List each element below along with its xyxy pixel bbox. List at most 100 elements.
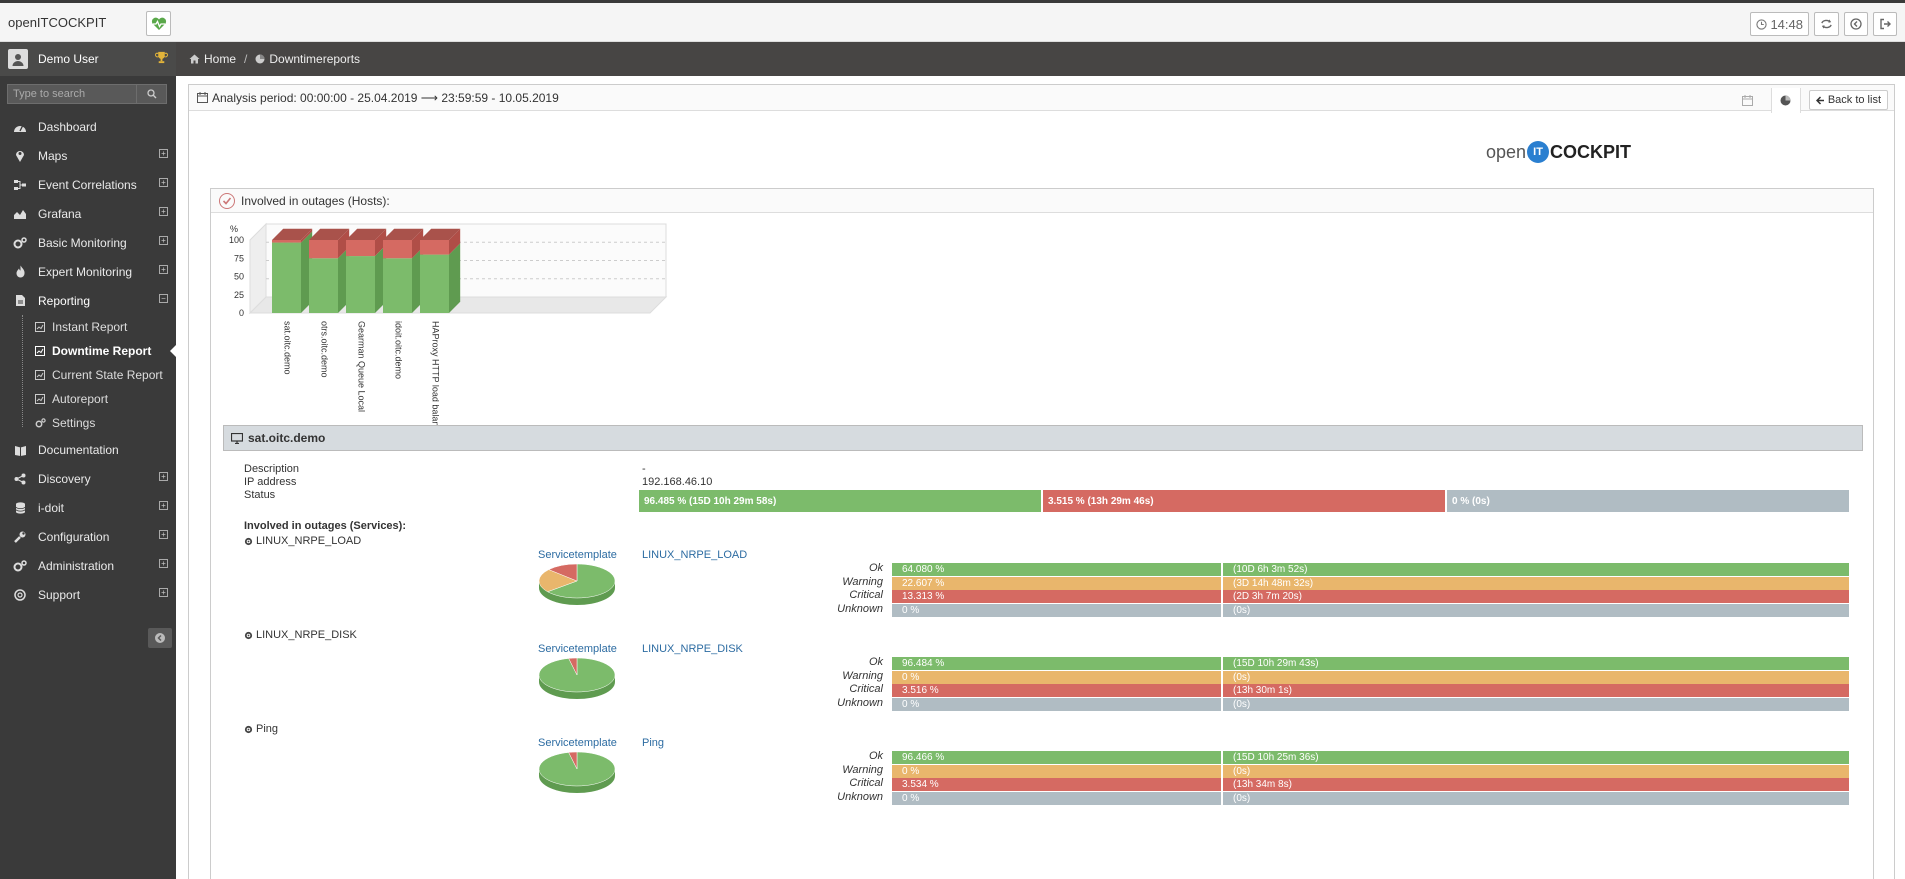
state-percent-bar-warning: 0 %: [892, 670, 1221, 684]
breadcrumb-home[interactable]: Home: [189, 52, 236, 66]
expand-icon[interactable]: +: [159, 265, 168, 274]
chart-x-tick: Gearman Queue Local: [357, 321, 367, 412]
database-icon: [15, 501, 25, 514]
system-health-button[interactable]: [146, 11, 171, 36]
expand-icon[interactable]: +: [159, 207, 168, 216]
menu-item-discovery[interactable]: Discovery +: [0, 464, 176, 493]
search-input[interactable]: [7, 84, 137, 104]
chart-y-tick: 25: [234, 290, 244, 300]
menu-item-reporting[interactable]: Reporting −: [0, 286, 176, 315]
chart-x-tick: sat.oitc.demo: [283, 321, 293, 375]
menu-item-documentation[interactable]: Documentation: [0, 435, 176, 464]
expand-icon[interactable]: +: [159, 530, 168, 539]
expand-icon[interactable]: +: [159, 559, 168, 568]
state-percent-bar-ok: 64.080 %: [892, 563, 1221, 576]
dashboard-icon: [14, 125, 26, 132]
menu-label-idoit: i-doit: [38, 500, 65, 515]
service-template-name-link[interactable]: LINUX_NRPE_LOAD: [642, 549, 748, 561]
chart-side-wall: [249, 222, 267, 315]
search-button[interactable]: [137, 84, 167, 104]
expand-icon[interactable]: +: [159, 588, 168, 597]
services-title: Involved in outages (Services):: [244, 520, 406, 532]
ip-label: IP address: [244, 476, 297, 488]
menu-label-dashboard: Dashboard: [38, 119, 97, 134]
host-status-up-bar: 96.485 % (15D 10h 29m 58s): [639, 490, 1041, 512]
tab-calendar[interactable]: [1733, 88, 1763, 112]
user-info[interactable]: Demo User: [0, 42, 176, 76]
expand-icon[interactable]: +: [159, 501, 168, 510]
host-name[interactable]: sat.oitc.demo: [248, 431, 326, 445]
avatar: [8, 49, 28, 69]
menu-item-configuration[interactable]: Configuration +: [0, 522, 176, 551]
refresh-button[interactable]: [1814, 12, 1839, 36]
service-template-name-link[interactable]: Ping: [642, 737, 665, 749]
brand-cockpit: COCKPIT: [1550, 141, 1632, 162]
area-chart-icon: [14, 209, 26, 219]
home-icon: [189, 54, 200, 64]
chart-bar-top: [383, 228, 424, 240]
chart-bar-ok: [346, 256, 375, 313]
sub-item-instant-report[interactable]: Instant Report: [0, 315, 176, 339]
chart-bar-critical-side: [449, 228, 461, 255]
chart-y-label: %: [230, 224, 238, 234]
sub-item-current-state-report[interactable]: Current State Report: [0, 363, 176, 387]
wrench-icon: [14, 531, 26, 543]
sub-item-autoreport[interactable]: Autoreport: [0, 387, 176, 411]
chart-bar-critical-side: [338, 228, 350, 259]
collapse-icon[interactable]: −: [159, 294, 168, 303]
menu-item-basic-monitoring[interactable]: Basic Monitoring +: [0, 228, 176, 257]
menu-item-event-correlations[interactable]: Event Correlations +: [0, 170, 176, 199]
chart-bar-ok: [309, 258, 338, 313]
panel-header: Analysis period: 00:00:00 - 25.04.2019 ⟶…: [189, 85, 1894, 113]
menu-item-grafana[interactable]: Grafana +: [0, 199, 176, 228]
menu-item-support[interactable]: Support +: [0, 580, 176, 609]
back-to-list-button[interactable]: Back to list: [1808, 90, 1888, 110]
expand-icon[interactable]: +: [159, 149, 168, 158]
pie-chart-icon: [255, 54, 265, 64]
search-icon: [146, 89, 156, 99]
state-label-ok: Ok: [868, 656, 883, 668]
expand-icon[interactable]: +: [159, 178, 168, 187]
state-label-warning: Warning: [842, 669, 883, 682]
tab-chart[interactable]: [1770, 88, 1801, 113]
check-icon: [219, 192, 235, 209]
expand-icon[interactable]: +: [159, 236, 168, 245]
user-name: Demo User: [38, 52, 99, 66]
state-duration-bar-unknown: (0s): [1223, 603, 1849, 617]
sub-item-downtime-report[interactable]: Downtime Report: [0, 339, 176, 363]
sub-item-settings[interactable]: Settings: [0, 411, 176, 435]
state-duration-bar-critical: (13h 30m 1s): [1223, 684, 1849, 697]
menu-item-administration[interactable]: Administration +: [0, 551, 176, 580]
menu-label-reporting: Reporting: [38, 293, 91, 308]
state-label-critical: Critical: [849, 683, 883, 695]
chart-y-tick: 50: [234, 272, 244, 282]
collapse-sidebar-button[interactable]: [148, 628, 172, 648]
report-icon: [35, 346, 45, 356]
state-duration-bar-ok: (10D 6h 3m 52s): [1223, 563, 1849, 576]
service-template-name-link[interactable]: LINUX_NRPE_DISK: [642, 643, 743, 655]
menu-item-expert-monitoring[interactable]: Expert Monitoring +: [0, 257, 176, 286]
menu-item-dashboard[interactable]: Dashboard: [0, 112, 176, 141]
brand-it: IT: [1527, 141, 1550, 163]
app-logo[interactable]: openITCOCKPIT: [8, 15, 107, 30]
servicetemplate-link[interactable]: Servicetemplate: [538, 549, 617, 561]
breadcrumb: Home / Downtimereports: [176, 42, 1905, 76]
trophy-icon[interactable]: [155, 51, 168, 64]
outages-title: Involved in outages (Hosts):: [241, 193, 390, 208]
servicetemplate-link[interactable]: Servicetemplate: [538, 737, 617, 749]
user-icon: [12, 54, 24, 66]
state-label-warning: Warning: [842, 763, 883, 776]
sidebar: Demo User Dashboard Maps + Event Correla…: [0, 42, 176, 879]
chart-bar-critical: [383, 240, 412, 259]
menu-item-maps[interactable]: Maps +: [0, 141, 176, 170]
servicetemplate-link[interactable]: Servicetemplate: [538, 643, 617, 655]
breadcrumb-current: Downtimereports: [255, 52, 360, 66]
logout-button[interactable]: [1873, 12, 1897, 36]
state-percent-bar-critical: 3.516 %: [892, 684, 1221, 697]
calendar-icon: [197, 92, 208, 103]
clock-time: 14:48: [1770, 16, 1803, 32]
back-nav-button[interactable]: [1844, 12, 1868, 36]
menu-item-idoit[interactable]: i-doit +: [0, 493, 176, 522]
menu-label-event-correlations: Event Correlations: [38, 177, 137, 192]
expand-icon[interactable]: +: [159, 472, 168, 481]
